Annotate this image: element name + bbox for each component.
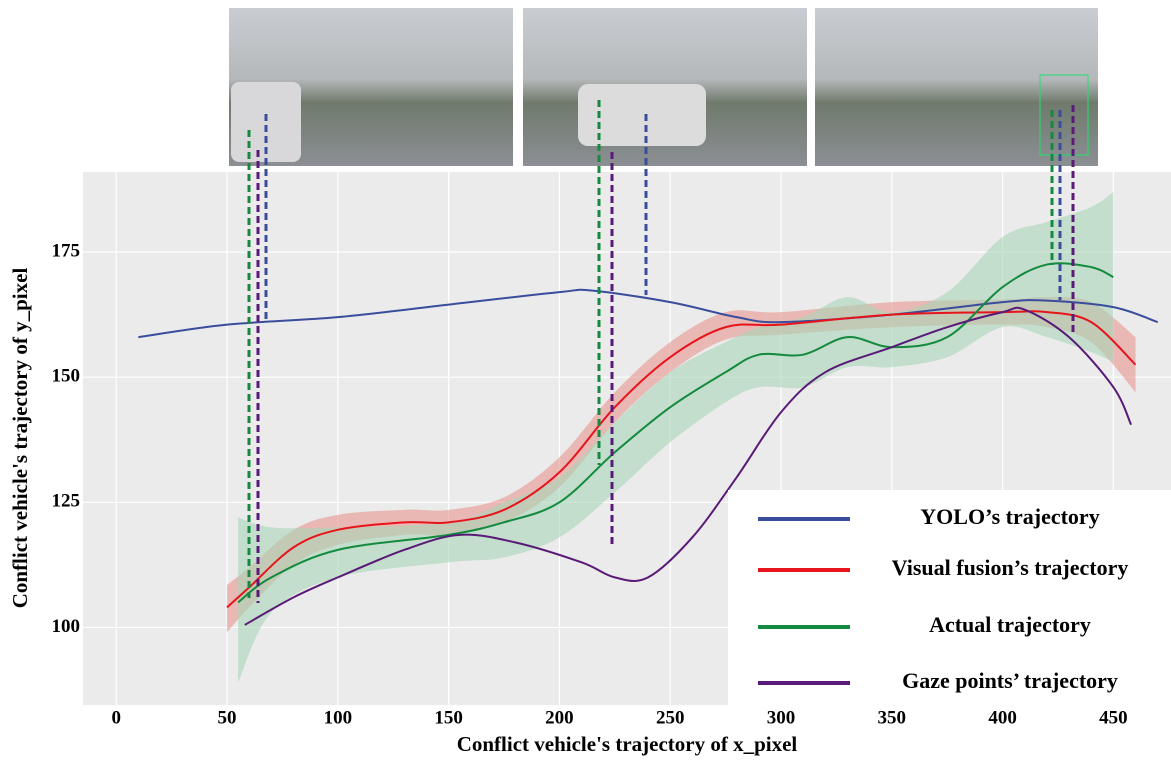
legend-label: YOLO’s trajectory: [920, 504, 1099, 529]
x-tick-label: 50: [218, 707, 237, 728]
line: [244, 306, 1133, 626]
line: [237, 262, 1114, 604]
car: [578, 84, 706, 146]
line: [226, 310, 1137, 609]
line: [138, 288, 1159, 339]
y-tick-label: 175: [52, 240, 81, 261]
y-axis-label: Conflict vehicle's trajectory of y_pixel: [8, 268, 32, 609]
x-tick-label: 400: [988, 707, 1017, 728]
legend: [728, 490, 1171, 705]
x-tick-label: 250: [656, 707, 685, 728]
x-tick-label: 300: [767, 707, 796, 728]
legend-label: Gaze points’ trajectory: [902, 668, 1118, 693]
scene-images: [229, 8, 1098, 166]
x-tick-label: 200: [545, 707, 574, 728]
y-tick-label: 125: [52, 491, 81, 512]
x-tick-label: 100: [324, 707, 353, 728]
y-tick-label: 100: [52, 616, 81, 637]
y-tick-label: 150: [52, 366, 81, 387]
x-tick-label: 350: [878, 707, 907, 728]
detection-box: [1039, 74, 1089, 156]
legend-label: Actual trajectory: [929, 612, 1091, 637]
legend-label: Visual fusion’s trajectory: [892, 555, 1129, 580]
x-tick-label: 0: [111, 707, 121, 728]
scene-image: [815, 8, 1098, 166]
arrows: [247, 100, 1075, 603]
x-tick-label: 150: [434, 707, 463, 728]
x-tick-label: 450: [1099, 707, 1128, 728]
x-axis-label: Conflict vehicle's trajectory of x_pixel: [457, 732, 798, 756]
